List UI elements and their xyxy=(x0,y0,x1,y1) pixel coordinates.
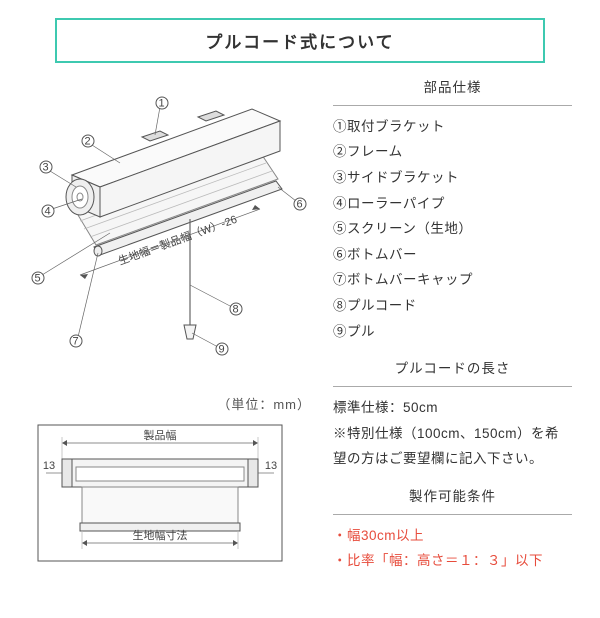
margin-left-label: 13 xyxy=(43,460,55,472)
main-layout: .st { stroke:#555; stroke-width:1; fill:… xyxy=(0,75,600,574)
svg-text:6: 6 xyxy=(297,199,303,211)
part-item: ②フレーム xyxy=(333,139,572,165)
unit-label: （単位：mm） xyxy=(20,394,311,413)
svg-text:5: 5 xyxy=(35,273,41,285)
product-width-label: 製品幅 xyxy=(144,428,177,442)
part-item: ⑧プルコード xyxy=(333,293,572,319)
condition-2: ・比率「幅：高さ＝１：３」以下 xyxy=(333,548,572,574)
cross-section-box: .cst { stroke:#555; stroke-width:1; fill… xyxy=(20,419,315,574)
part-item: ⑨プル xyxy=(333,319,572,345)
svg-text:1: 1 xyxy=(159,98,165,110)
svg-text:8: 8 xyxy=(233,304,239,316)
svg-text:9: 9 xyxy=(219,344,225,356)
right-column: 部品仕様 ①取付ブラケット ②フレーム ③サイドブラケット ④ローラーパイプ ⑤… xyxy=(333,75,572,574)
cord-length-note: ※特別仕様（100cm、150cm）を希望の方はご要望欄に記入下さい。 xyxy=(333,421,572,472)
cord-length-title: プルコードの長さ xyxy=(333,356,572,387)
part-item: ③サイドブラケット xyxy=(333,165,572,191)
part-item: ⑥ボトムバー xyxy=(333,242,572,268)
part-item: ④ローラーパイプ xyxy=(333,191,572,217)
part-item: ①取付ブラケット xyxy=(333,114,572,140)
part-item: ⑤スクリーン（生地） xyxy=(333,216,572,242)
page-title: プルコード式について xyxy=(205,33,394,52)
conditions-title: 製作可能条件 xyxy=(333,484,572,515)
left-column: .st { stroke:#555; stroke-width:1; fill:… xyxy=(20,75,315,574)
svg-text:4: 4 xyxy=(45,206,51,218)
margin-right-label: 13 xyxy=(265,460,277,472)
parts-spec-title: 部品仕様 xyxy=(333,75,572,106)
cord-length-std: 標準仕様：50cm xyxy=(333,395,572,421)
svg-text:3: 3 xyxy=(43,162,49,174)
cross-section-diagram: .cst { stroke:#555; stroke-width:1; fill… xyxy=(32,419,292,569)
title-box: プルコード式について xyxy=(55,18,545,63)
part-item: ⑦ボトムバーキャップ xyxy=(333,267,572,293)
svg-text:7: 7 xyxy=(73,336,79,348)
fabric-dim-label: 生地幅寸法 xyxy=(133,528,188,542)
roller-blind-diagram: .st { stroke:#555; stroke-width:1; fill:… xyxy=(20,75,315,395)
condition-1: ・幅30cm以上 xyxy=(333,523,572,549)
svg-text:2: 2 xyxy=(85,136,91,148)
